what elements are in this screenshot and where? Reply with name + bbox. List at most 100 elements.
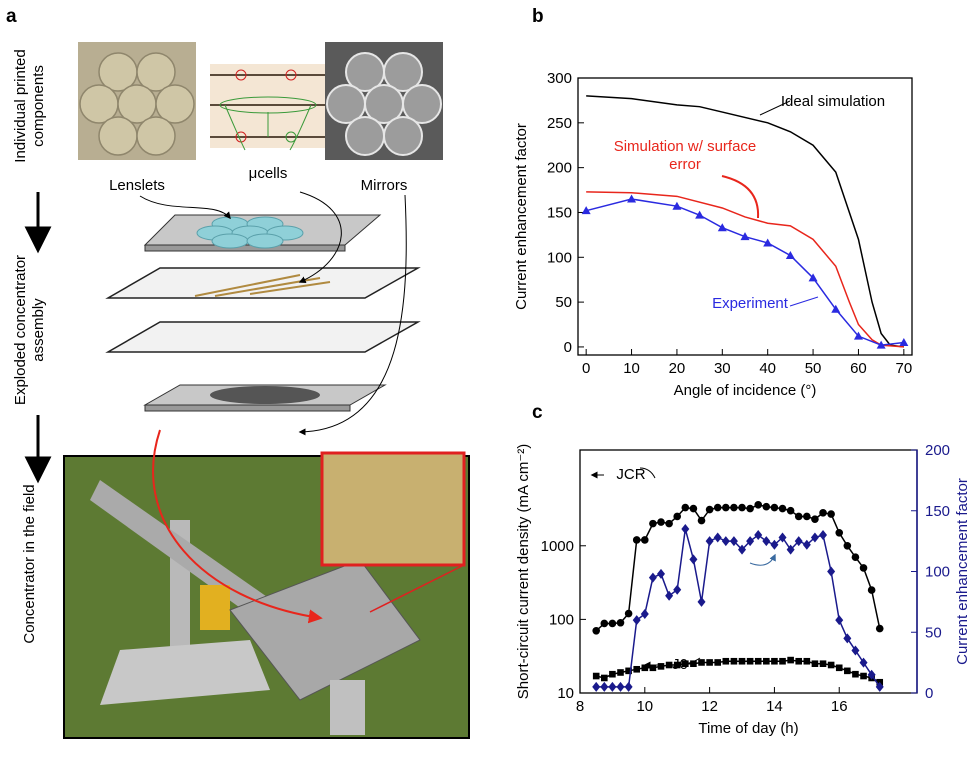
y-tick-label: 100: [549, 611, 574, 628]
y-tick-label: 200: [547, 160, 572, 177]
point: [794, 536, 803, 547]
x-tick-label: 0: [582, 360, 590, 377]
x-tick-label: 10: [623, 360, 640, 377]
point: [811, 515, 819, 523]
ucells-photo: [210, 64, 328, 151]
point: [746, 657, 754, 665]
side-label: Individual printed components: [12, 49, 47, 163]
point: [706, 659, 713, 666]
leader: [759, 100, 791, 116]
point: [810, 532, 819, 543]
point: [794, 512, 803, 521]
point: [827, 566, 836, 577]
inset-line: [369, 564, 465, 613]
point: [729, 536, 738, 547]
point: [779, 657, 786, 665]
point: [714, 659, 722, 666]
point: [876, 340, 886, 349]
y2-tick-label: 50: [925, 624, 942, 641]
point: [746, 504, 754, 513]
point: [657, 568, 666, 579]
x-tick-label: 30: [714, 360, 731, 377]
point: [681, 523, 690, 534]
y-axis-label: Short-circuit current density (mA cm⁻²): [515, 444, 532, 699]
leader: [749, 553, 776, 566]
point: [875, 681, 884, 692]
point: [698, 659, 705, 666]
point: [763, 657, 770, 665]
point: [843, 541, 852, 550]
point: [859, 564, 868, 572]
point: [617, 669, 624, 676]
point: [665, 661, 673, 669]
point: [860, 672, 867, 680]
point: [875, 624, 884, 633]
point: [657, 663, 665, 670]
x-tick-label: 40: [759, 360, 776, 377]
point: [657, 518, 665, 526]
point: [827, 510, 835, 518]
x-tick-label: 70: [895, 360, 912, 377]
y-tick-label: 150: [547, 204, 572, 221]
leader: [721, 175, 760, 219]
x-tick-label: 50: [805, 360, 822, 377]
y2-tick-label: 200: [925, 442, 950, 459]
point: [632, 536, 641, 544]
point: [795, 657, 803, 665]
lenslets-photo: [78, 42, 196, 160]
point: [819, 530, 828, 541]
point: [608, 681, 617, 692]
plot-frame: [577, 77, 913, 356]
pointer: [152, 429, 323, 624]
side-label: Concentrator in the field: [21, 484, 38, 644]
point: [763, 238, 773, 247]
point: [785, 250, 795, 259]
point: [762, 536, 771, 547]
point: [640, 609, 649, 620]
point: [867, 669, 876, 680]
point: [811, 660, 819, 668]
point: [609, 670, 616, 678]
y2-axis-label: Current enhancement factor: [954, 478, 971, 665]
panel-label: c: [532, 402, 543, 423]
point: [673, 584, 682, 595]
x-tick-label: 20: [669, 360, 686, 377]
leader: [671, 657, 701, 666]
point: [601, 674, 608, 682]
x-tick-label: 60: [850, 360, 867, 377]
point: [713, 532, 722, 543]
point: [649, 519, 657, 528]
x-tick-label: 16: [831, 698, 848, 715]
point: [786, 506, 795, 515]
point: [851, 645, 860, 656]
point: [633, 665, 641, 673]
point: [721, 536, 730, 547]
point: [771, 657, 778, 665]
point: [803, 512, 811, 521]
y-tick-label: 100: [547, 249, 572, 266]
x-tick-label: 10: [636, 698, 653, 715]
point: [592, 626, 601, 635]
point: [625, 667, 632, 675]
point: [844, 667, 851, 675]
series-line: [585, 198, 904, 346]
x-tick-label: 8: [576, 698, 584, 715]
point: [819, 660, 827, 668]
point: [681, 503, 690, 512]
pointer: [298, 191, 342, 283]
point: [852, 670, 859, 678]
point: [778, 504, 787, 513]
point: [632, 615, 641, 626]
series-label: Ideal simulation: [780, 93, 886, 110]
point: [641, 536, 649, 544]
panel-label: b: [532, 6, 544, 27]
point: [673, 512, 682, 521]
point: [867, 586, 876, 594]
point: [808, 273, 818, 282]
point: [746, 536, 755, 547]
point: [730, 503, 738, 512]
point: [722, 657, 730, 665]
point: [786, 544, 795, 555]
x-tick-label: 12: [701, 698, 718, 715]
point: [802, 539, 811, 550]
